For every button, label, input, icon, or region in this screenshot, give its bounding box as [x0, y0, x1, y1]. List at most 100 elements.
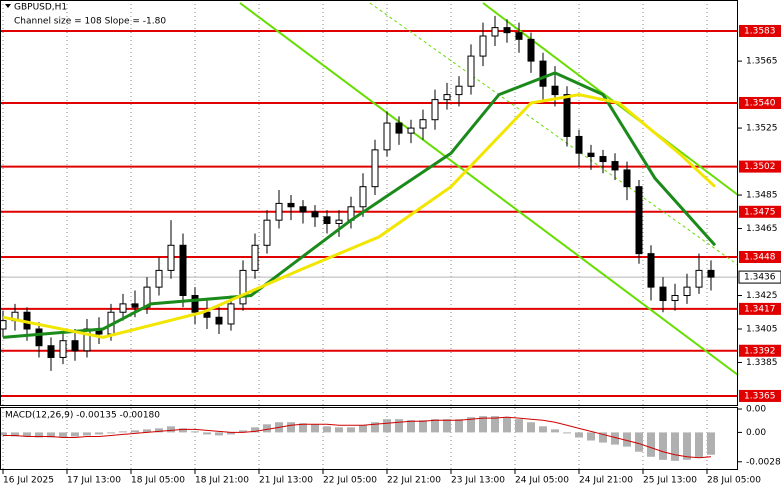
y-tick-label: 1.3385: [746, 358, 778, 368]
macd-bar: [23, 432, 31, 437]
y-tick-label: 1.3465: [746, 224, 778, 234]
macd-bar: [0, 432, 8, 436]
candle-body: [599, 156, 607, 163]
macd-bar: [203, 432, 211, 435]
candle-body: [311, 211, 319, 218]
level-label: 1.3448: [744, 252, 776, 262]
macd-bar: [335, 427, 343, 433]
y-tick-label: 1.3405: [746, 324, 778, 334]
candle-body: [203, 311, 211, 318]
candle-body: [695, 269, 703, 288]
candle-body: [455, 85, 463, 96]
level-box: [739, 96, 781, 109]
macd-bar: [395, 419, 403, 433]
candle-body: [155, 269, 163, 288]
macd-bar: [83, 432, 91, 436]
candle-body: [443, 94, 451, 101]
macd-tick-label: 0.00: [746, 428, 766, 438]
candle-body: [683, 286, 691, 297]
macd-bar: [191, 431, 199, 433]
candle-body: [647, 253, 655, 288]
candle-body: [503, 27, 511, 34]
chart-title: GBPUSD,H1: [14, 3, 67, 13]
macd-bar: [419, 420, 427, 433]
level-box: [739, 24, 781, 37]
level-label: 1.3392: [744, 346, 776, 356]
macd-bar: [563, 432, 571, 434]
candle-body: [479, 35, 487, 57]
x-tick-label: 23 Jul 13:00: [451, 476, 505, 486]
candle-body: [635, 186, 643, 255]
candle-body: [287, 202, 295, 208]
levels: [0, 29, 738, 397]
macd-bar: [383, 419, 391, 433]
axis: 16 Jul 2025 17 Jul 13:00 18 Jul 05:00 18 Ju…: [2, 24, 781, 486]
x-tick-label: 24 Jul 21:00: [579, 476, 633, 486]
candle-body: [71, 340, 79, 352]
current-price-box: [738, 270, 781, 284]
macd-bar: [707, 432, 715, 455]
macd-bar: [431, 419, 439, 433]
level-box: [739, 160, 781, 173]
moving-average: [2, 71, 717, 339]
macd-signal: [3, 416, 712, 459]
level-box: [739, 389, 781, 402]
macd-bar: [623, 432, 631, 447]
y-tick-label: 1.3565: [746, 57, 778, 67]
macd-bar: [515, 419, 523, 433]
macd-tick-label: -0.00289: [746, 457, 781, 467]
macd-bar: [323, 426, 331, 433]
x-tick-label: 28 Jul 05:00: [707, 476, 761, 486]
candle-body: [371, 149, 379, 188]
macd-bar: [239, 430, 247, 433]
candle-body: [119, 303, 127, 313]
candle-body: [611, 161, 619, 171]
macd-bar: [659, 432, 667, 460]
candle-body: [563, 94, 571, 137]
candle-body: [383, 122, 391, 151]
macd-bar: [251, 427, 259, 433]
candle-body: [659, 286, 667, 302]
candle-body: [551, 85, 559, 96]
macd-bar: [371, 422, 379, 433]
y-tick-label: 1.3425: [746, 291, 778, 301]
macd-bar: [575, 432, 583, 438]
macd-bar: [143, 429, 151, 433]
menu-arrow: [5, 4, 11, 8]
candle-body: [335, 219, 343, 225]
macd-bar: [695, 432, 703, 458]
macd-bar: [683, 432, 691, 460]
candle-body: [671, 295, 679, 302]
x-tick-label: 22 Jul 05:00: [323, 476, 377, 486]
trend-line: [239, 2, 739, 376]
macd-bar: [287, 422, 295, 433]
macd-bar: [155, 428, 163, 433]
candle-body: [35, 328, 43, 347]
moving-average: [2, 93, 717, 339]
macd-bar: [611, 432, 619, 445]
macd-bar: [131, 430, 139, 433]
candle-body: [623, 169, 631, 188]
candle-body: [299, 206, 307, 213]
candle-body: [431, 99, 439, 121]
x-tick-label: 18 Jul 21:00: [195, 476, 249, 486]
x-tick-label: 22 Jul 21:00: [387, 476, 441, 486]
candle-body: [587, 152, 595, 158]
macd-bar: [311, 424, 319, 433]
macd-bar: [455, 419, 463, 433]
macd-bar: [299, 423, 307, 433]
x-tick-label: 17 Jul 13:00: [67, 476, 121, 486]
candle-body: [275, 202, 283, 221]
level-box: [739, 302, 781, 315]
macd-bar: [587, 432, 595, 441]
candle-body: [407, 127, 415, 134]
level-label: 1.3365: [744, 391, 776, 401]
y-tick-label: 1.3525: [746, 124, 778, 134]
level-box: [739, 250, 781, 263]
macd-bar: [527, 422, 535, 433]
x-tick-label: 24 Jul 05:00: [515, 476, 569, 486]
x-tick-label: 25 Jul 13:00: [643, 476, 697, 486]
macd-bar: [551, 429, 559, 433]
macd-bar: [407, 420, 415, 433]
macd-bar: [263, 424, 271, 433]
